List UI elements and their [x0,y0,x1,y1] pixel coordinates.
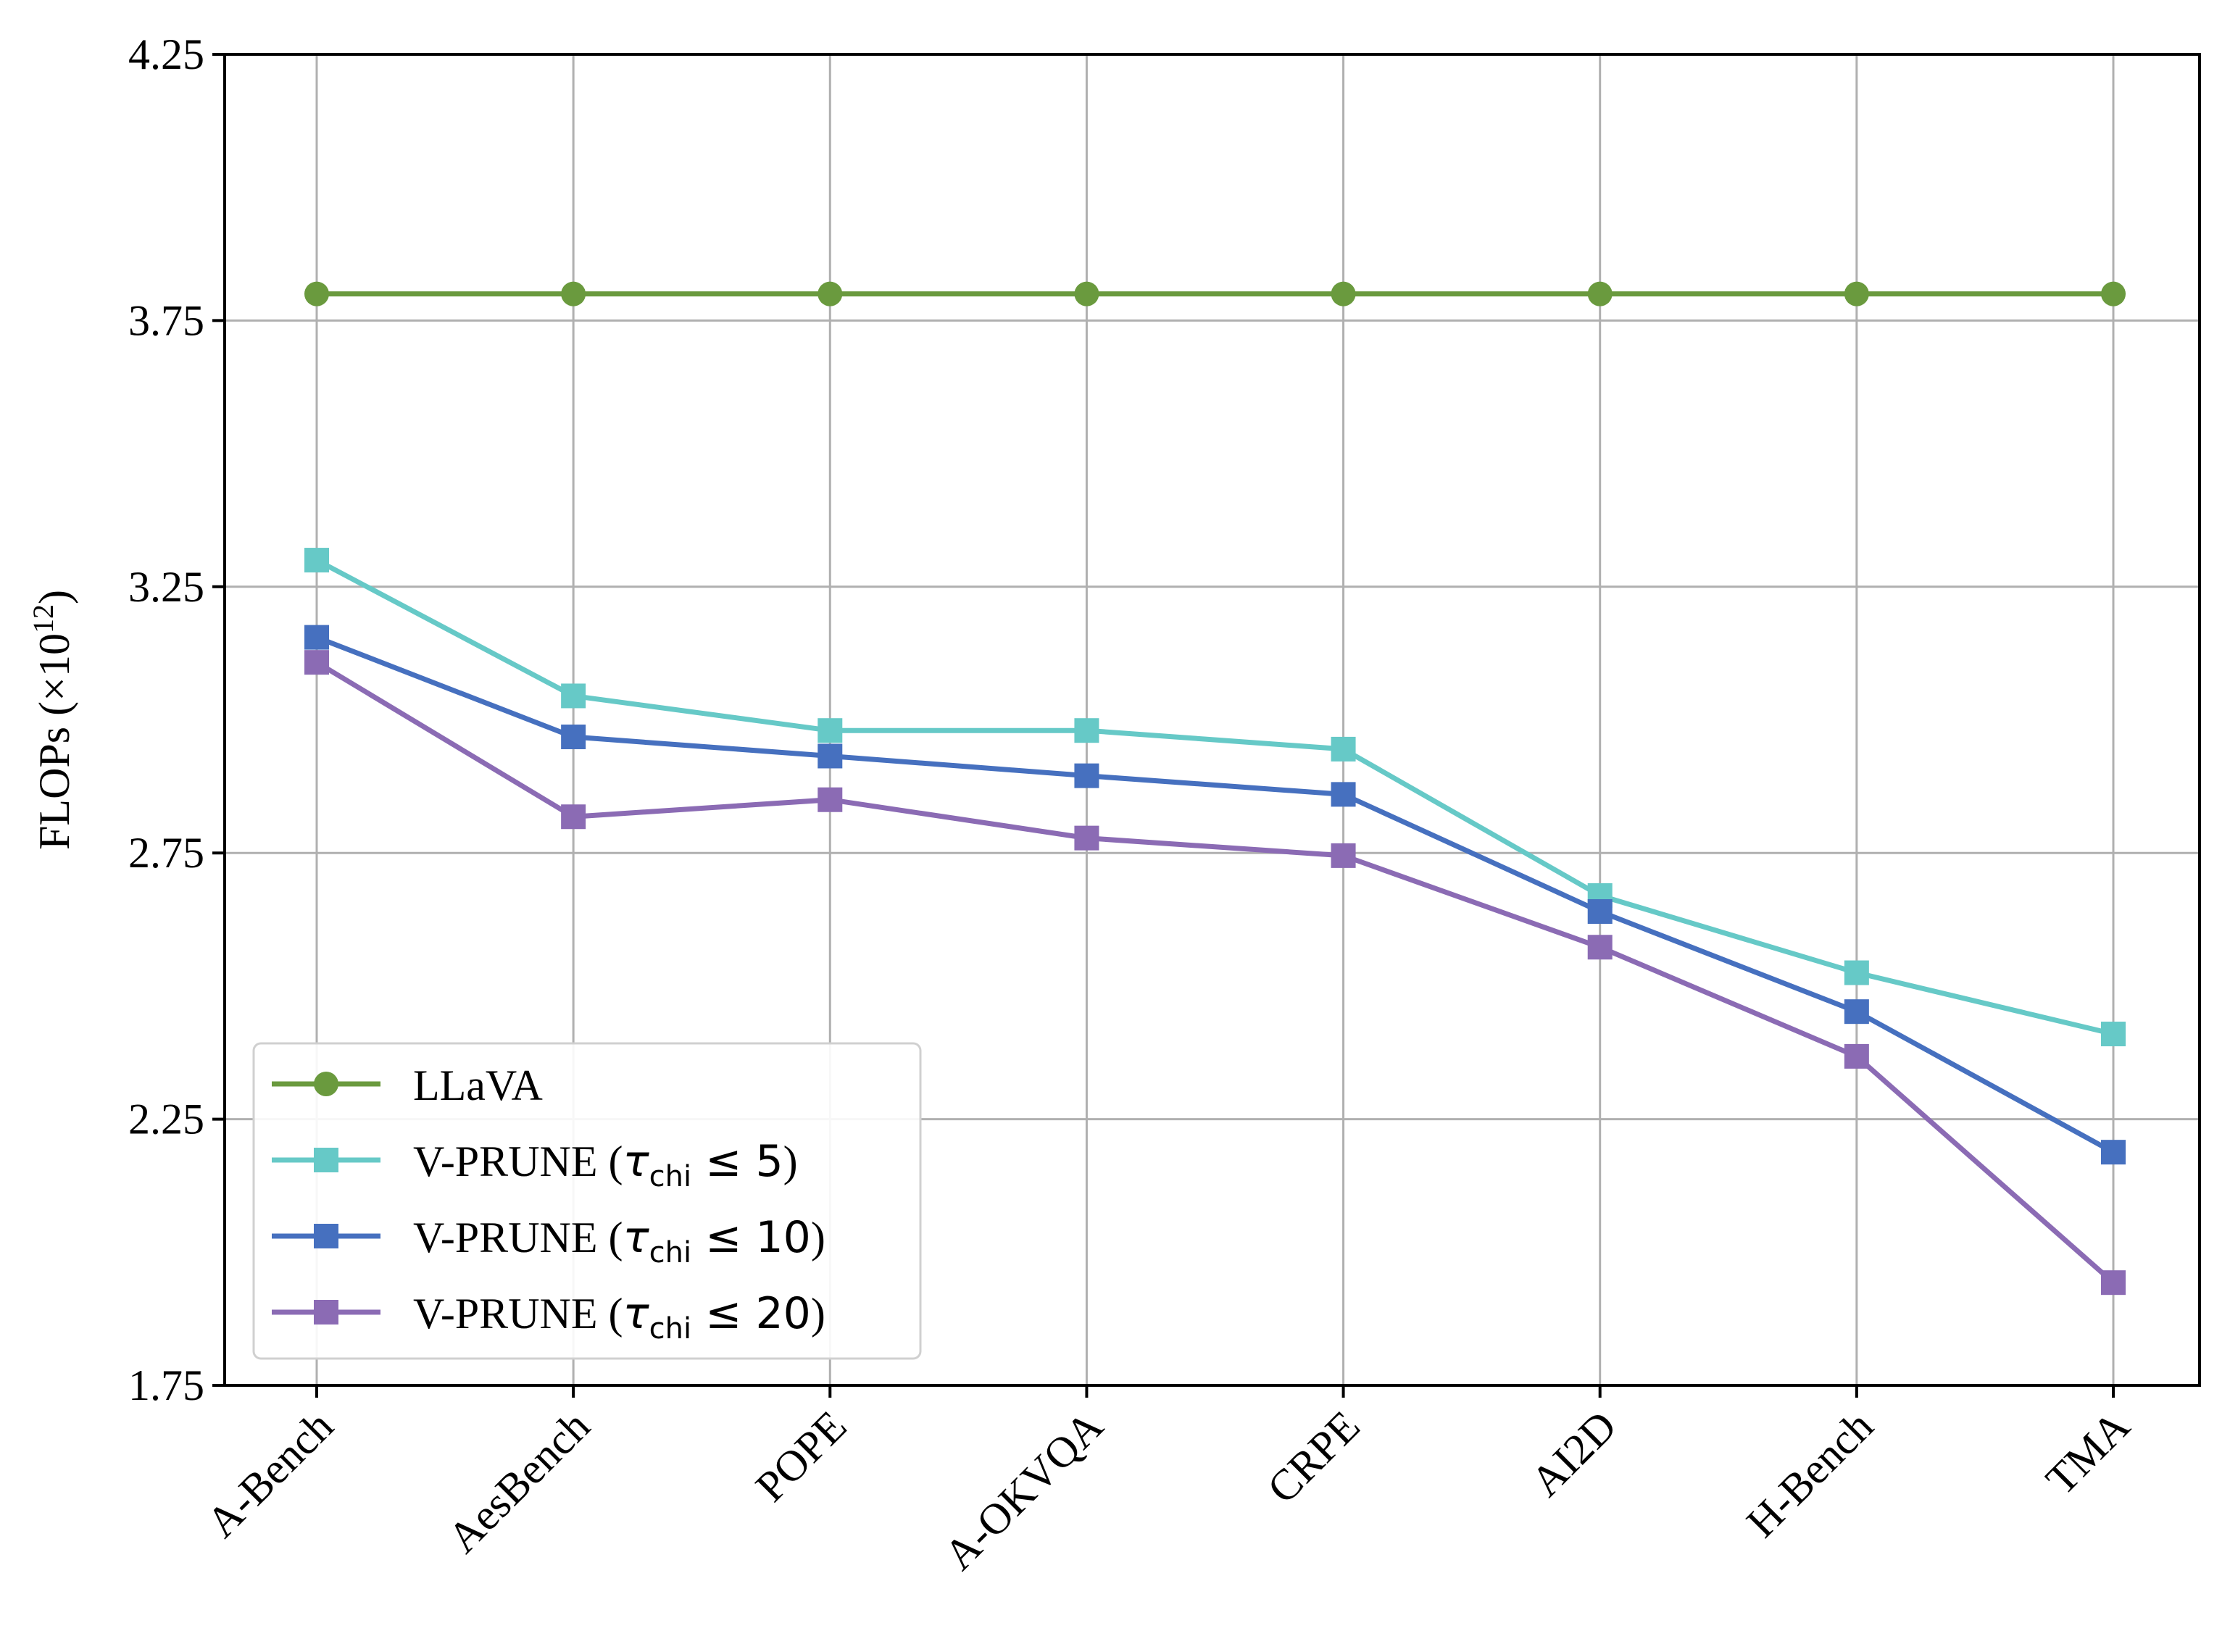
data-point [1587,899,1613,925]
legend-marker [314,1072,338,1096]
data-point [817,718,843,743]
data-point [2101,281,2126,306]
data-point [817,743,843,769]
data-point [1074,718,1099,743]
legend-marker [314,1224,338,1248]
data-point [1074,763,1099,788]
series-line [315,660,2115,1285]
data-point [1074,825,1099,851]
legend-label: LLaVA [413,1061,543,1109]
plot-frame [223,53,2201,1387]
y-tick-label: 2.25 [128,1096,204,1143]
y-tick-label: 3.25 [128,563,204,611]
series-0 [304,281,2126,306]
legend-box [252,1042,922,1360]
legend-entry: V-PRUNE (τchi ≤ 5) [272,1136,798,1193]
data-point [304,650,329,675]
data-point [2101,1270,2126,1296]
legend-entry: LLaVA [272,1061,543,1109]
legend-label: V-PRUNE (τchi ≤ 5) [413,1136,798,1193]
data-point [304,281,329,306]
data-point [2101,1140,2126,1165]
data-point [1587,935,1613,960]
data-point [1844,281,1869,306]
y-tick-label: 1.75 [128,1361,204,1409]
legend-marker [314,1148,338,1172]
series-2 [304,625,2126,1165]
y-tick-label: 4.25 [128,30,204,78]
data-point [561,683,586,709]
data-point [1844,1043,1869,1069]
data-point [817,787,843,812]
data-point [304,548,329,573]
data-point [561,281,586,306]
y-tick-label: 3.75 [128,296,204,344]
data-point [817,281,843,306]
data-point [2101,1022,2126,1047]
legend-label: V-PRUNE (τchi ≤ 20) [413,1288,825,1346]
data-point [1331,843,1356,868]
legend-entry: V-PRUNE (τchi ≤ 10) [272,1212,825,1269]
data-point [561,804,586,830]
data-point [1331,281,1356,306]
data-point [1844,960,1869,985]
series-1 [304,548,2126,1047]
y-tick-label: 2.75 [128,829,204,877]
data-point [1074,281,1099,306]
data-point [1587,281,1613,306]
data-point [561,725,586,750]
series-line [315,557,2114,1037]
data-point [1844,999,1869,1025]
series-3 [304,650,2126,1296]
legend-entry: V-PRUNE (τchi ≤ 20) [272,1288,825,1346]
data-point [304,625,329,650]
legend-marker [314,1300,338,1324]
series-line [315,635,2115,1155]
series-layer [304,281,2126,1296]
legend-label: V-PRUNE (τchi ≤ 10) [413,1212,825,1269]
legend: LLaVA V-PRUNE (τchi ≤ 5) V-PRUNE (τchi ≤ 1… [252,1042,922,1360]
y-axis-label: FLOPs (×1012) [27,590,78,850]
data-point [1331,782,1356,807]
data-point [1331,736,1356,762]
